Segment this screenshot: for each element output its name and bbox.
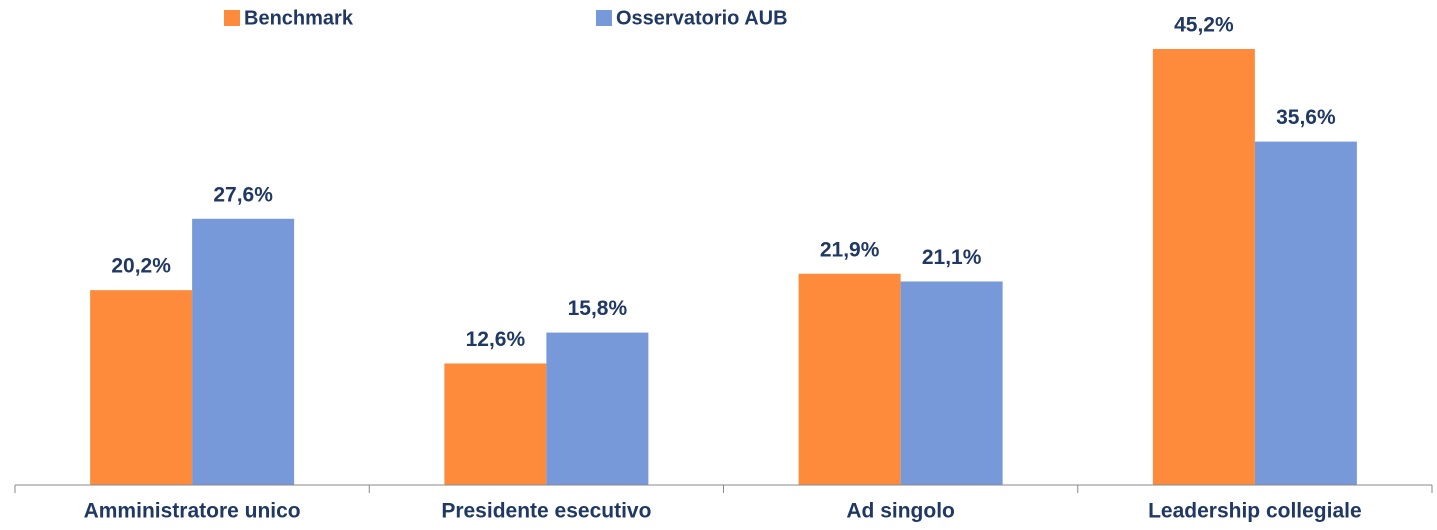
x-tick-label: Ad singolo <box>846 500 955 523</box>
x-tick-label: Presidente esecutivo <box>441 500 651 523</box>
legend-swatch <box>596 10 612 26</box>
bar <box>546 332 649 485</box>
bar <box>1152 49 1255 485</box>
value-label: 12,6% <box>466 328 526 351</box>
value-label: 35,6% <box>1276 106 1336 129</box>
value-label: 21,9% <box>820 238 880 261</box>
bar <box>192 218 295 486</box>
legend-swatch <box>224 10 240 26</box>
value-label: 27,6% <box>213 183 273 206</box>
bar <box>444 363 547 485</box>
value-label: 20,2% <box>111 255 171 278</box>
legend-label: Benchmark <box>244 7 354 29</box>
bar <box>90 290 193 485</box>
legend-label: Osservatorio AUB <box>616 7 788 29</box>
bar <box>900 281 1003 485</box>
bar <box>798 273 901 485</box>
x-tick-label: Leadership collegiale <box>1148 500 1362 523</box>
value-label: 21,1% <box>922 246 982 269</box>
x-tick-label: Amministratore unico <box>84 500 301 523</box>
bar <box>1254 141 1357 485</box>
value-label: 45,2% <box>1174 14 1234 37</box>
value-label: 15,8% <box>568 297 628 320</box>
